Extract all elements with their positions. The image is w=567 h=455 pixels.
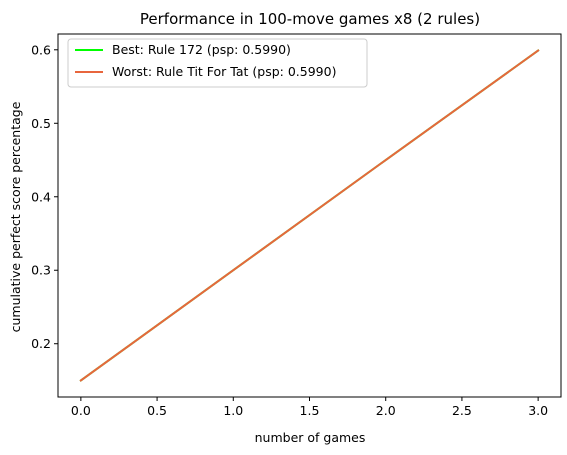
y-axis-label: cumulative perfect score percentage <box>8 101 23 332</box>
x-tick-label: 2.0 <box>376 403 396 418</box>
y-tick-label: 0.6 <box>31 42 51 57</box>
x-axis-ticks: 0.0 0.5 1.0 1.5 2.0 2.5 3.0 <box>71 397 548 418</box>
y-tick-label: 0.3 <box>31 263 51 278</box>
plot-content <box>81 51 538 381</box>
legend-label-worst: Worst: Rule Tit For Tat (psp: 0.5990) <box>112 64 336 79</box>
y-tick-label: 0.4 <box>31 189 51 204</box>
x-tick-label: 3.0 <box>528 403 548 418</box>
x-tick-label: 2.5 <box>452 403 472 418</box>
x-tick-label: 1.0 <box>223 403 243 418</box>
x-tick-label: 0.5 <box>147 403 167 418</box>
legend-label-best: Best: Rule 172 (psp: 0.5990) <box>112 42 291 57</box>
series-line-worst <box>81 51 538 381</box>
x-axis-label: number of games <box>255 430 366 445</box>
legend: Best: Rule 172 (psp: 0.5990) Worst: Rule… <box>68 39 367 87</box>
x-tick-label: 1.5 <box>300 403 320 418</box>
y-tick-label: 0.5 <box>31 116 51 131</box>
y-tick-label: 0.2 <box>31 336 51 351</box>
x-tick-label: 0.0 <box>71 403 91 418</box>
y-axis-ticks: 0.2 0.3 0.4 0.5 0.6 <box>31 42 58 351</box>
chart-title: Performance in 100-move games x8 (2 rule… <box>140 10 480 28</box>
